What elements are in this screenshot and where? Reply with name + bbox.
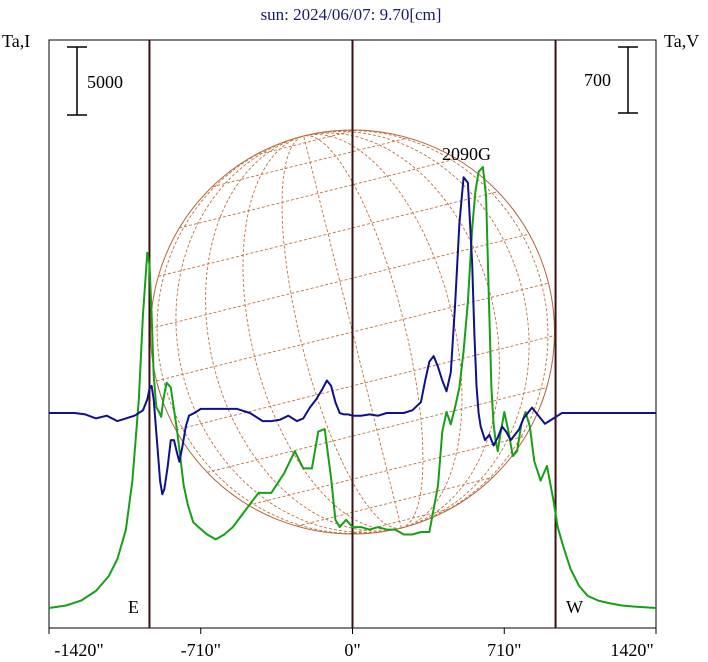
vertical-reference-lines — [148, 40, 557, 628]
y-axis-label-left: Ta,I — [2, 31, 30, 51]
longitude-line — [175, 135, 402, 533]
longitude-line — [303, 130, 549, 529]
x-tick-label: 1420" — [610, 640, 653, 660]
x-tick-labels: -1420" -710" 0" 710" 1420" — [54, 640, 653, 660]
peak-field-label: 2090G — [442, 144, 491, 164]
x-tick-label: 710" — [487, 640, 521, 660]
latitude-line — [212, 137, 409, 188]
latitude-line — [207, 387, 547, 473]
latitude-line — [150, 233, 530, 329]
latitude-line — [296, 476, 493, 527]
latitude-line — [179, 158, 457, 229]
latitude-line — [175, 335, 555, 431]
chart-title: sun: 2024/06/07: 9.70[cm] — [261, 5, 442, 24]
west-label: W — [566, 597, 583, 617]
x-tick-label: 0" — [344, 640, 360, 660]
longitude-line — [156, 135, 402, 534]
y-axis-label-right: Ta,V — [664, 31, 699, 51]
longitude-line — [303, 134, 463, 529]
longitude-line — [242, 135, 402, 530]
scale-bar-left — [67, 46, 87, 116]
latitude-line — [248, 435, 526, 506]
series-line-i — [48, 166, 657, 609]
x-tick-marks — [48, 628, 657, 634]
scale-bar-right — [618, 46, 638, 114]
longitude-line — [281, 135, 402, 529]
latitude-line — [158, 191, 498, 277]
scale-label-right: 700 — [584, 70, 611, 90]
series-group — [48, 166, 657, 609]
longitude-line — [303, 135, 424, 529]
series-line-v — [49, 176, 656, 496]
x-tick-label: -710" — [181, 640, 221, 660]
latitude-line — [348, 508, 451, 535]
scale-label-left: 5000 — [87, 72, 123, 92]
longitude-line — [303, 131, 530, 529]
east-label: E — [128, 597, 139, 617]
longitude-line — [303, 132, 500, 529]
latitude-line — [254, 129, 357, 156]
x-tick-label: -1420" — [54, 640, 103, 660]
longitude-line — [205, 135, 402, 532]
